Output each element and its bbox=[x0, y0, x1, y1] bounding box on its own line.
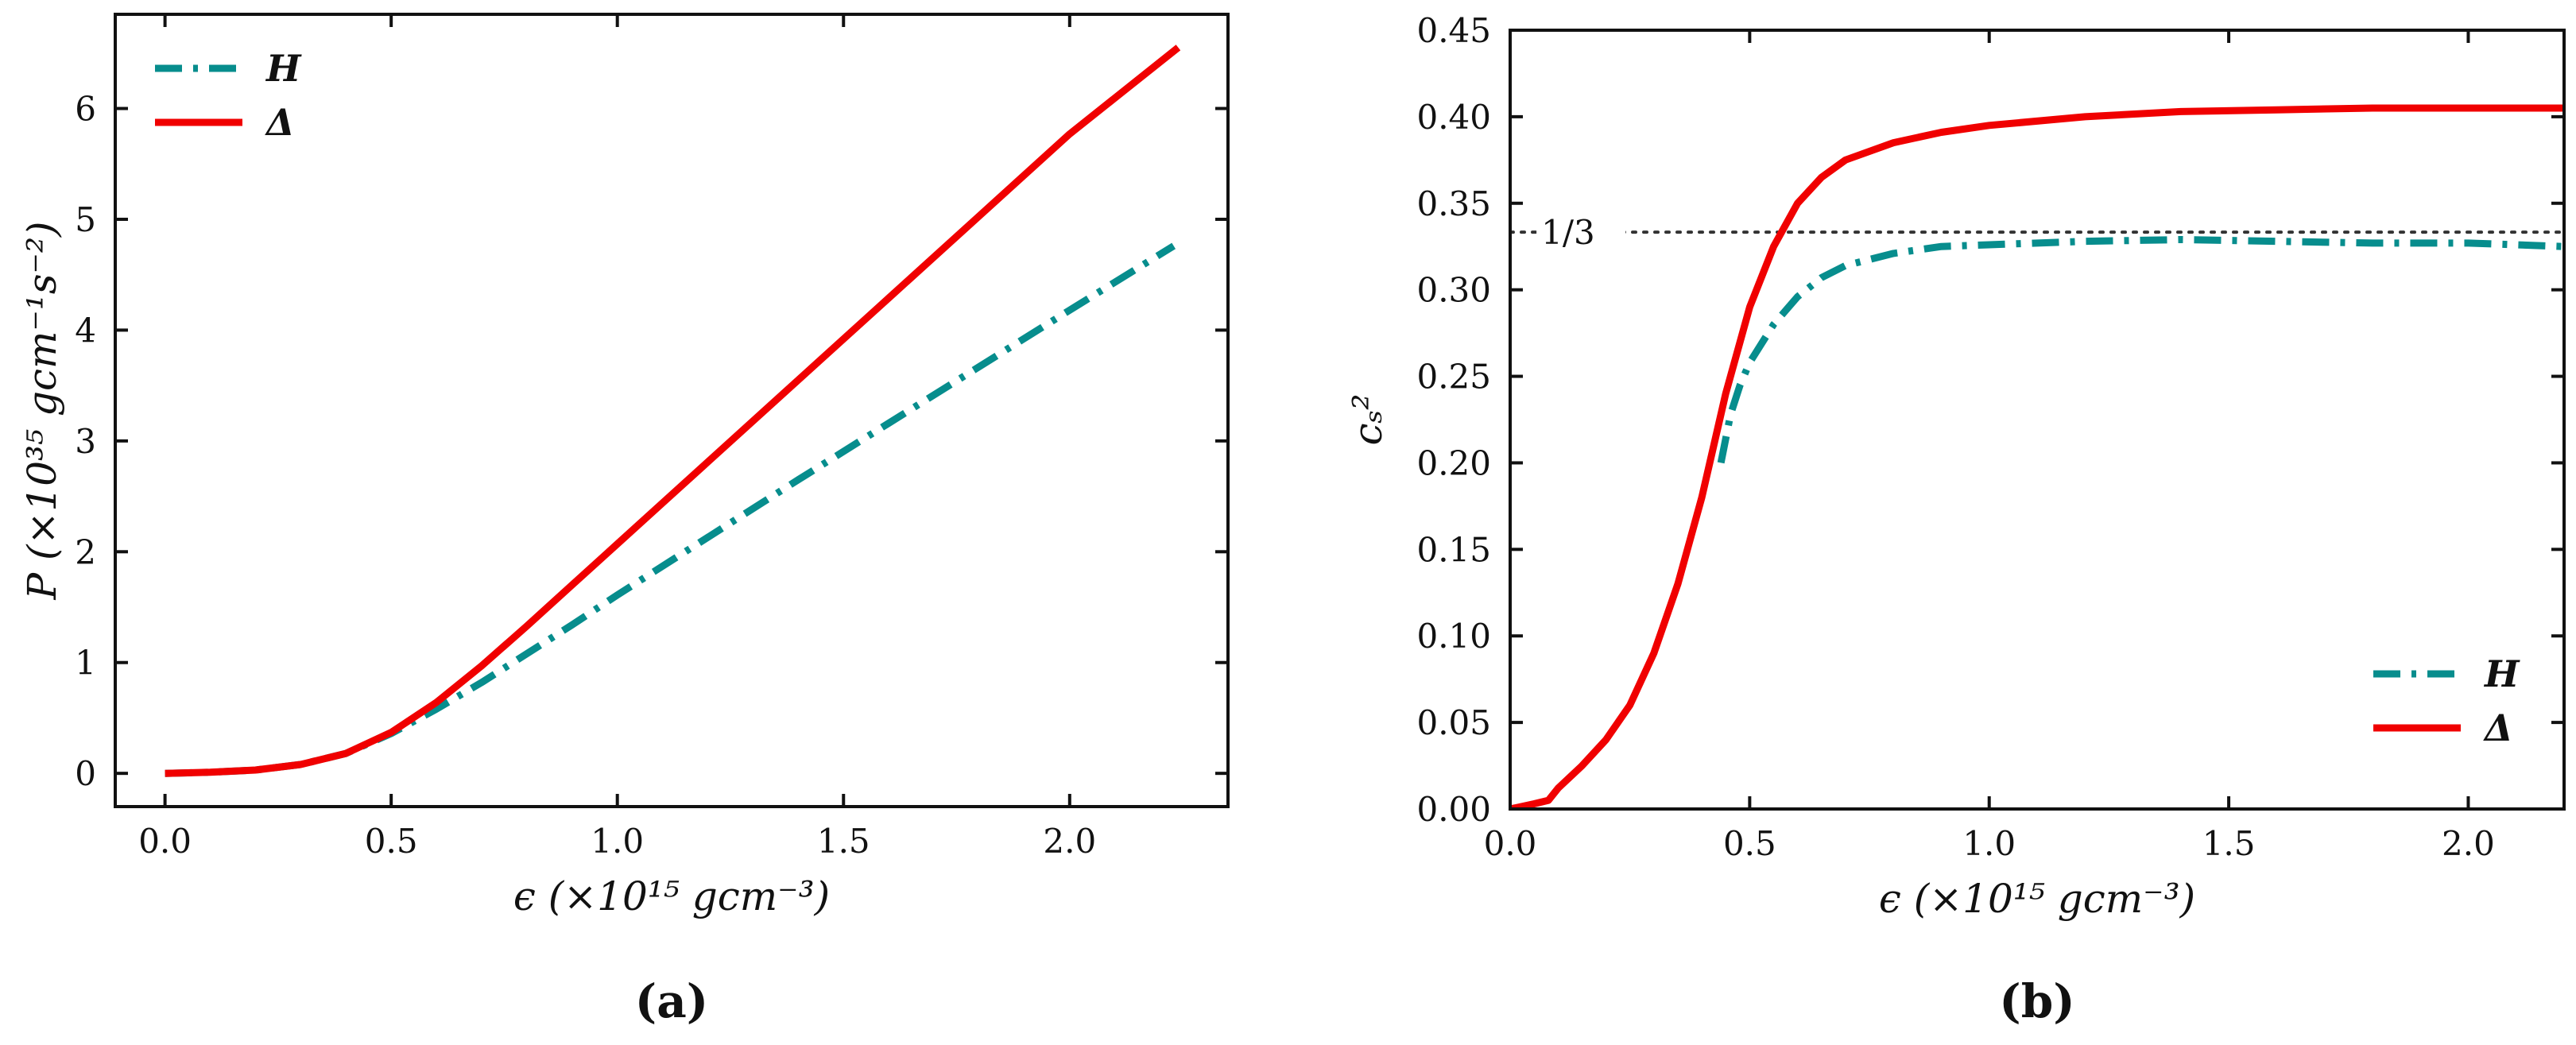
panel-a-caption: (a) bbox=[635, 974, 708, 1028]
panel-b-y-axis-label: cₛ² bbox=[1345, 394, 1391, 446]
panel-a-xtick-label: 1.0 bbox=[591, 822, 644, 861]
panel-a-xtick-label: 0.0 bbox=[138, 822, 192, 861]
panel-b-ytick-label: 0.40 bbox=[1416, 98, 1491, 137]
panel-b-xtick-label: 0.5 bbox=[1723, 824, 1776, 863]
panel-b-x-axis-label: ϵ (×10¹⁵ gcm⁻³) bbox=[1879, 876, 2195, 922]
panel-b-ytick-label: 0.10 bbox=[1416, 617, 1491, 656]
panel-b-xtick-label: 2.0 bbox=[2442, 824, 2495, 863]
panel-a-y-axis-label: P (×10³⁵ gcm⁻¹s⁻²) bbox=[19, 221, 65, 600]
panel-a-ytick-label: 4 bbox=[75, 311, 96, 350]
panel-b-reference-label-bg bbox=[1536, 215, 1626, 250]
panel-b: 0.0 0.5 1.0 1.5 2.0 0.00 0.05 0.10 0.15 0.20 0.25 0… bbox=[1345, 11, 2566, 1028]
panel-b-ytick-label: 0.05 bbox=[1416, 703, 1491, 742]
panel-b-ytick-label: 0.20 bbox=[1416, 443, 1491, 482]
panel-a-ytick-label: 0 bbox=[75, 754, 96, 793]
panel-b-xtick-label: 0.0 bbox=[1484, 824, 1537, 863]
panel-b-series-H bbox=[1717, 236, 2564, 464]
panel-b-ytick-label: 0.15 bbox=[1416, 530, 1491, 569]
panel-b-ytick-label: 0.30 bbox=[1416, 271, 1491, 310]
panel-a-ticks: 0.0 0.5 1.0 1.5 2.0 0 1 2 3 4 5 6 bbox=[75, 14, 1228, 861]
panel-b-legend: HΔ bbox=[2373, 652, 2520, 749]
panel-b-ytick-label: 0.45 bbox=[1416, 11, 1491, 50]
panel-a-legend: HΔ bbox=[155, 47, 302, 144]
panel-a-ytick-label: 6 bbox=[75, 90, 96, 129]
panel-b-xtick-label: 1.0 bbox=[1962, 824, 2016, 863]
panel-b-plot-area bbox=[1510, 104, 2564, 809]
panel-a-axes-frame bbox=[114, 13, 1230, 808]
panel-a-xtick-label: 0.5 bbox=[365, 822, 418, 861]
panel-b-ticks: 0.0 0.5 1.0 1.5 2.0 0.00 0.05 0.10 0.15 0.20 0.25 0… bbox=[1416, 11, 2564, 863]
panel-a-series-delta bbox=[165, 45, 1181, 777]
panel-b-xtick-label: 1.5 bbox=[2202, 824, 2256, 863]
panel-a-legend-label: Δ bbox=[265, 101, 295, 144]
panel-a-xtick-label: 1.5 bbox=[817, 822, 870, 861]
panel-b-ytick-label: 0.25 bbox=[1416, 358, 1491, 397]
panel-b-series-delta bbox=[1510, 104, 2564, 809]
panel-b-legend-label: Δ bbox=[2483, 706, 2513, 749]
panel-a-x-axis-label: ϵ (×10¹⁵ gcm⁻³) bbox=[513, 873, 830, 919]
panel-b-ytick-label: 0.00 bbox=[1416, 790, 1491, 829]
panel-a-ytick-label: 2 bbox=[75, 532, 96, 571]
panel-a-legend-label: H bbox=[265, 47, 302, 90]
panel-a-series-H bbox=[165, 242, 1176, 777]
panel-b-reference-label: 1/3 bbox=[1541, 213, 1595, 252]
panel-b-ytick-label: 0.35 bbox=[1416, 184, 1491, 223]
panel-a-ytick-label: 3 bbox=[75, 422, 96, 461]
panel-a-ytick-label: 1 bbox=[75, 644, 96, 683]
panel-a-ytick-label: 5 bbox=[75, 200, 96, 239]
panel-b-caption: (b) bbox=[1999, 974, 2074, 1028]
panel-a-plot-area bbox=[165, 45, 1181, 777]
panel-a: 0.0 0.5 1.0 1.5 2.0 0 1 2 3 4 5 6 ϵ (×10¹⁵ gcm⁻³) P… bbox=[19, 13, 1230, 1028]
panel-b-legend-label: H bbox=[2483, 652, 2520, 695]
panel-b-axes-frame bbox=[1509, 29, 2566, 811]
panel-a-xtick-label: 2.0 bbox=[1043, 822, 1096, 861]
